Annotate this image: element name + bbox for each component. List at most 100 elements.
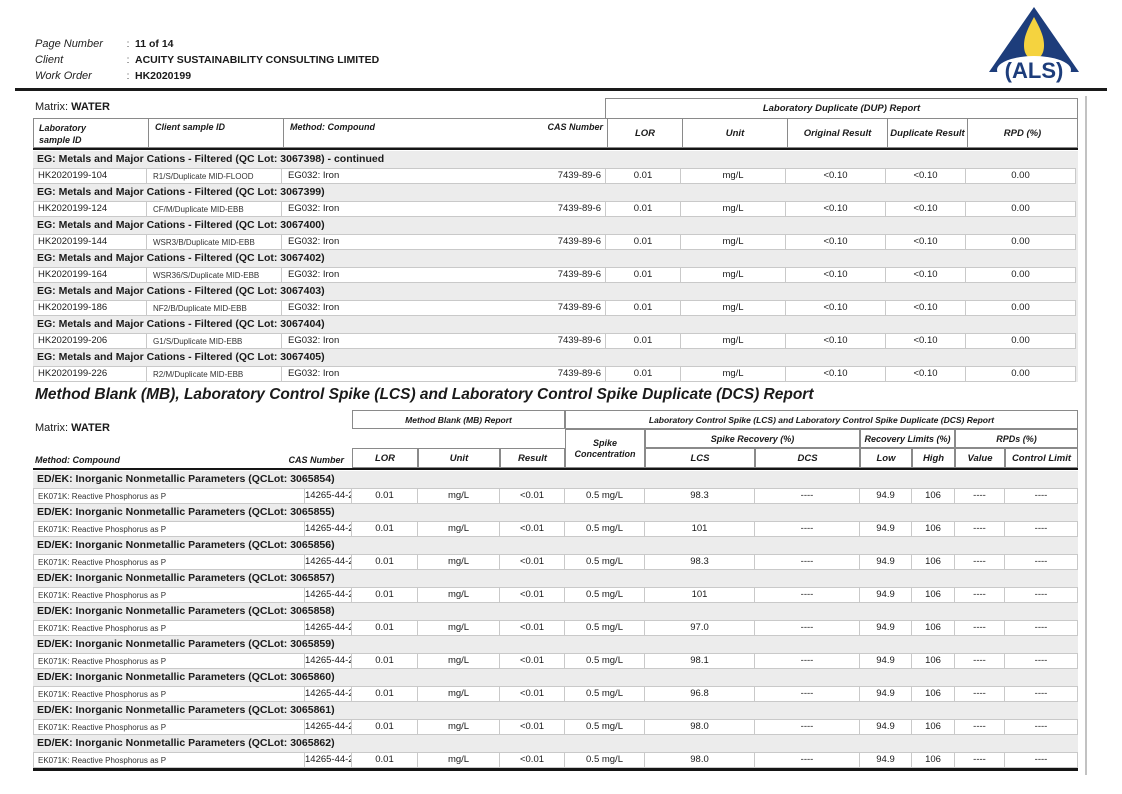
lab-sample-id-cell: HK2020199-206 — [33, 333, 147, 349]
mb-section: ED/EK: Inorganic Nonmetallic Parameters … — [33, 537, 1078, 570]
matrix-value: WATER — [71, 101, 110, 113]
mb-lcs-section-title: Method Blank (MB), Laboratory Control Sp… — [35, 386, 814, 403]
original-result-cell: <0.10 — [786, 168, 886, 184]
unit-cell: mg/L — [681, 201, 786, 217]
lcs-recovery-cell: 96.8 — [645, 686, 755, 702]
dup-header-rule — [33, 148, 1078, 150]
lor-cell: 0.01 — [352, 620, 418, 636]
recovery-high-cell: 106 — [912, 521, 955, 537]
col-laboratory-sample-id-line1: Laboratory — [39, 123, 87, 133]
colon-separator: : — [126, 70, 130, 82]
matrix-line: Matrix: WATER — [35, 101, 110, 113]
mb-header-rule — [33, 468, 1078, 470]
spike-concentration-cell: 0.5 mg/L — [565, 752, 645, 768]
method-cas-cell: EG032: Iron 7439-89-6 — [282, 168, 606, 184]
cas-number-cell: 14265-44-2 — [305, 752, 352, 768]
table-row: EK071K: Reactive Phosphorus as P 14265-4… — [33, 554, 1078, 570]
table-row: HK2020199-104 R1/S/Duplicate MID-FLOOD E… — [33, 168, 1078, 184]
table-row: HK2020199-144 WSR3/B/Duplicate MID-EBB E… — [33, 234, 1078, 250]
table-row: EK071K: Reactive Phosphorus as P 14265-4… — [33, 653, 1078, 669]
recovery-low-cell: 94.9 — [860, 620, 912, 636]
rpd-control-limit-cell: ---- — [1005, 620, 1078, 636]
result-cell: <0.01 — [500, 521, 565, 537]
lcs-recovery-cell: 98.3 — [645, 488, 755, 504]
lor-cell: 0.01 — [352, 653, 418, 669]
col-low: Low — [860, 448, 912, 468]
subgroup-spike-recovery: Spike Recovery (%) — [645, 429, 860, 448]
qclot-section-header: ED/EK: Inorganic Nonmetallic Parameters … — [33, 636, 1078, 653]
page-number-row: Page Number : 11 of 14 — [35, 36, 379, 52]
rpd-cell: 0.00 — [966, 366, 1076, 382]
logo-ellipse — [997, 56, 1071, 84]
dup-group-header: Laboratory Duplicate (DUP) Report — [605, 98, 1078, 118]
col-lor: LOR — [352, 448, 418, 468]
qclot-section-header: ED/EK: Inorganic Nonmetallic Parameters … — [33, 735, 1078, 752]
work-order-row: Work Order : HK2020199 — [35, 68, 379, 84]
result-cell: <0.01 — [500, 686, 565, 702]
cas-number-cell: 14265-44-2 — [305, 587, 352, 603]
qc-lot-section-header: EG: Metals and Major Cations - Filtered … — [33, 349, 1078, 366]
col-control-limit: Control Limit — [1005, 448, 1078, 468]
header-divider-rule — [15, 88, 1107, 91]
dcs-recovery-cell: ---- — [755, 719, 860, 735]
client-sample-id-cell: CF/M/Duplicate MID-EBB — [147, 201, 282, 217]
mb-section: ED/EK: Inorganic Nonmetallic Parameters … — [33, 669, 1078, 702]
lcs-recovery-cell: 98.0 — [645, 719, 755, 735]
mb-table-body: ED/EK: Inorganic Nonmetallic Parameters … — [33, 471, 1078, 768]
lor-cell: 0.01 — [606, 333, 681, 349]
recovery-high-cell: 106 — [912, 587, 955, 603]
duplicate-result-cell: <0.10 — [886, 300, 966, 316]
qc-lot-section-header: EG: Metals and Major Cations - Filtered … — [33, 283, 1078, 300]
rpd-control-limit-cell: ---- — [1005, 521, 1078, 537]
recovery-high-cell: 106 — [912, 719, 955, 735]
table-row: EK071K: Reactive Phosphorus as P 14265-4… — [33, 719, 1078, 735]
duplicate-result-cell: <0.10 — [886, 267, 966, 283]
col-unit: Unit — [418, 448, 500, 468]
cas-number-cell: 14265-44-2 — [305, 521, 352, 537]
recovery-high-cell: 106 — [912, 620, 955, 636]
matrix-value: WATER — [71, 422, 110, 434]
lor-cell: 0.01 — [606, 267, 681, 283]
mb-group-header: Method Blank (MB) Report — [352, 410, 565, 429]
recovery-low-cell: 94.9 — [860, 554, 912, 570]
rpd-cell: 0.00 — [966, 267, 1076, 283]
duplicate-result-cell: <0.10 — [886, 366, 966, 382]
dcs-recovery-cell: ---- — [755, 620, 860, 636]
lab-sample-id-cell: HK2020199-144 — [33, 234, 147, 250]
table-row: HK2020199-206 G1/S/Duplicate MID-EBB EG0… — [33, 333, 1078, 349]
unit-cell: mg/L — [681, 168, 786, 184]
cas-number-value: 7439-89-6 — [557, 368, 601, 379]
table-row: HK2020199-226 R2/M/Duplicate MID-EBB EG0… — [33, 366, 1078, 382]
col-method-label: Method: Compound — [290, 122, 375, 132]
col-method-compound: Method: Compound CAS Number — [283, 119, 607, 147]
result-cell: <0.01 — [500, 719, 565, 735]
duplicate-result-cell: <0.10 — [886, 234, 966, 250]
dup-section: EG: Metals and Major Cations - Filtered … — [33, 217, 1078, 250]
logo-flame-icon — [1024, 17, 1044, 59]
spike-concentration-cell: 0.5 mg/L — [565, 521, 645, 537]
col-value: Value — [955, 448, 1005, 468]
lor-cell: 0.01 — [352, 521, 418, 537]
recovery-low-cell: 94.9 — [860, 653, 912, 669]
method-compound-value: EG032: Iron — [288, 203, 340, 214]
table-row: HK2020199-186 NF2/B/Duplicate MID-EBB EG… — [33, 300, 1078, 316]
lor-cell: 0.01 — [352, 752, 418, 768]
spike-concentration-cell: 0.5 mg/L — [565, 653, 645, 669]
cas-number-value: 7439-89-6 — [557, 335, 601, 346]
recovery-low-cell: 94.9 — [860, 587, 912, 603]
original-result-cell: <0.10 — [786, 300, 886, 316]
rpd-control-limit-cell: ---- — [1005, 719, 1078, 735]
rpd-cell: 0.00 — [966, 201, 1076, 217]
method-cas-cell: EG032: Iron 7439-89-6 — [282, 201, 606, 217]
rpd-value-cell: ---- — [955, 521, 1005, 537]
cas-number-value: 7439-89-6 — [557, 203, 601, 214]
unit-cell: mg/L — [418, 488, 500, 504]
unit-cell: mg/L — [681, 366, 786, 382]
col-method-compound: Method: Compound CAS Number — [33, 448, 352, 468]
cas-number-value: 7439-89-6 — [557, 302, 601, 313]
lcs-recovery-cell: 101 — [645, 521, 755, 537]
method-cas-cell: EG032: Iron 7439-89-6 — [282, 366, 606, 382]
unit-cell: mg/L — [681, 333, 786, 349]
dup-report-table: Matrix: WATER Laboratory Duplicate (DUP)… — [33, 96, 1078, 382]
